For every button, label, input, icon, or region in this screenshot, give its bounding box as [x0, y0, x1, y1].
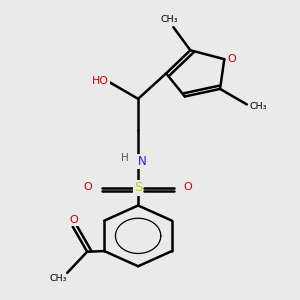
Text: S: S	[134, 182, 142, 194]
Text: H: H	[122, 153, 129, 163]
Text: O: O	[228, 53, 236, 64]
Text: CH₃: CH₃	[250, 102, 267, 111]
Text: CH₃: CH₃	[160, 15, 178, 24]
Text: CH₃: CH₃	[49, 274, 67, 283]
Text: N: N	[138, 155, 147, 168]
Text: HO: HO	[92, 76, 109, 85]
Text: O: O	[184, 182, 193, 192]
Text: O: O	[69, 215, 78, 225]
Text: O: O	[84, 182, 92, 192]
